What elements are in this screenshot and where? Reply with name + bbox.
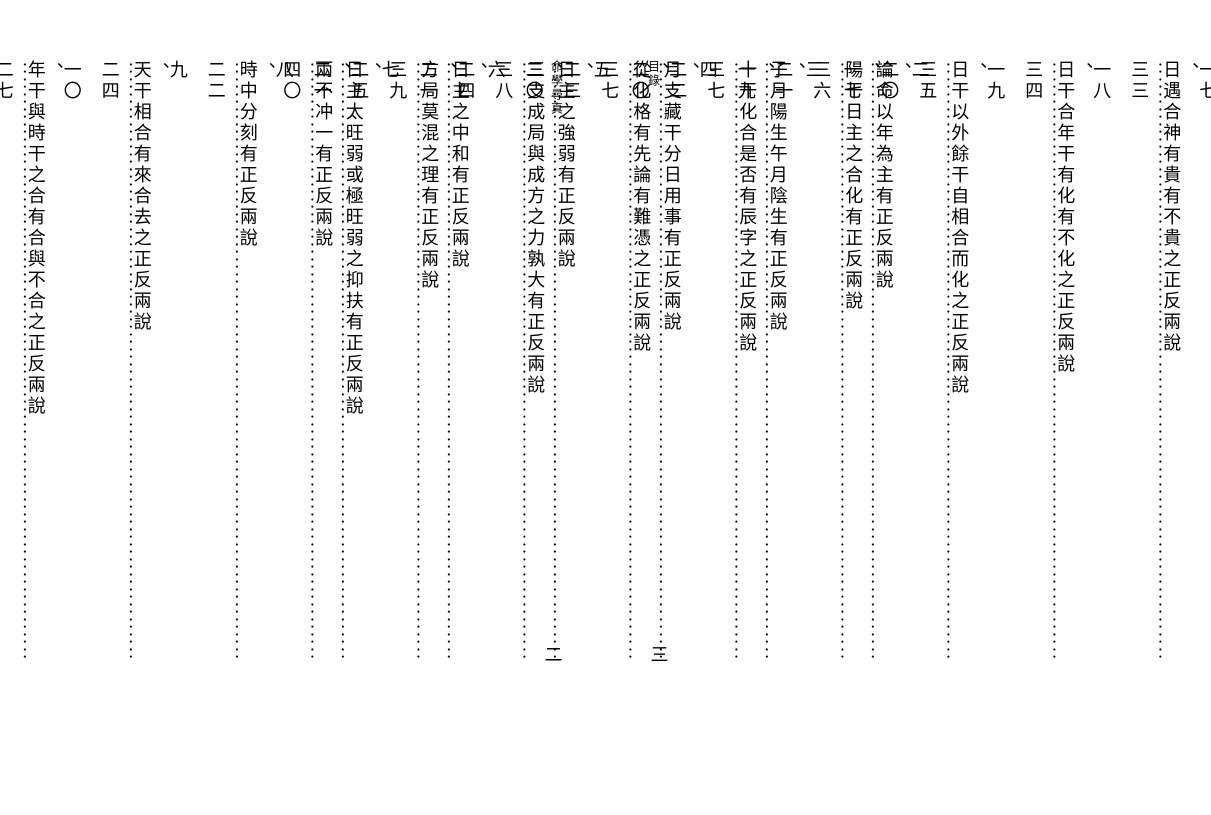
- entry-title: 時中分刻有正反兩說: [239, 60, 257, 720]
- entry-page: 三八: [494, 60, 512, 720]
- toc-entry: 二四、方局莫混之理有正反兩說：：：：：：：：：：：：：：：：：：：：：：：：：：…: [388, 60, 474, 720]
- entry-title: 天干相合有來合去之正反兩說: [133, 60, 151, 720]
- entry-title: 日干合年干有化有不化之正反兩說: [1056, 60, 1074, 720]
- leader-dots: ：：：：：：：：：：：：：：：：：：：：：：：：：：：：：：：：：：：：：：：：: [1148, 62, 1162, 718]
- entry-number: 二五: [350, 60, 368, 720]
- entry-page: 二七: [0, 60, 13, 720]
- entry-page: 三六: [812, 60, 830, 720]
- entry-page: 三四: [1024, 60, 1042, 720]
- entry-page: 二四: [101, 60, 119, 720]
- toc-entry: 一九、日干以外餘干自相合而化之正反兩說：：：：：：：：：：：：：：：：：：：：：…: [918, 60, 1004, 720]
- leader-dots: ：：：：：：：：：：：：：：：：：：：：：：：：：：：：：：：：：：：：：：：：: [225, 62, 239, 718]
- toc-entry: 九、天干相合有來合去之正反兩說：：：：：：：：：：：：：：：：：：：：：：：：：…: [101, 60, 187, 720]
- leader-dots: ：：：：：：：：：：：：：：：：：：：：：：：：：：：：：：：：：：：：：：：：: [119, 62, 133, 718]
- leader-dots: ：：：：：：：：：：：：：：：：：：：：：：：：：：：：：：：：：：：：：：：：: [830, 62, 844, 718]
- leader-dots: ：：：：：：：：：：：：：：：：：：：：：：：：：：：：：：：：：：：：：：：：: [1042, 62, 1056, 718]
- entry-number: 二三: [562, 60, 580, 720]
- entry-number: 二一: [774, 60, 792, 720]
- entry-number: 一七: [1198, 60, 1211, 720]
- entry-number: 一九: [986, 60, 1004, 720]
- entry-number: 一八: [1092, 60, 1110, 720]
- entry-title: 日干以外餘干自相合而化之正反兩說: [950, 60, 968, 720]
- entry-separator: 、: [332, 62, 350, 718]
- entry-separator: 、: [257, 62, 275, 718]
- left-entries: 一四、丙辛威制之合有是有否之正反兩說：：：：：：：：：：：：：：：：：：：：：：…: [606, 60, 1211, 760]
- entry-title: 十干化合是否有辰字之正反兩說: [738, 60, 756, 720]
- entry-separator: 、: [151, 62, 169, 718]
- entry-title: 從化格有先論有難憑之正反兩說: [632, 60, 650, 720]
- entry-separator: 、: [862, 62, 880, 718]
- toc-entry: 一八、日干合年干有化有不化之正反兩說：：：：：：：：：：：：：：：：：：：：：：…: [1024, 60, 1110, 720]
- toc-entry: 一七、日遇合神有貴有不貴之正反兩說：：：：：：：：：：：：：：：：：：：：：：：…: [1130, 60, 1211, 720]
- entry-page: 三九: [388, 60, 406, 720]
- toc-entry: 二三、三支成局與成方之力孰大有正反兩說：：：：：：：：：：：：：：：：：：：：：…: [494, 60, 580, 720]
- leader-dots: ：：：：：：：：：：：：：：：：：：：：：：：：：：：：：：：：：：：：：：：：: [13, 62, 27, 718]
- entry-title: 陽干日主之合化有正反兩說: [844, 60, 862, 720]
- entry-separator: 、: [438, 62, 456, 718]
- entry-separator: 、: [544, 62, 562, 718]
- entry-title: 三支成局與成方之力孰大有正反兩說: [526, 60, 544, 720]
- entry-separator: 、: [650, 62, 668, 718]
- left-page: 目錄 一四、丙辛威制之合有是有否之正反兩說：：：：：：：：：：：：：：：：：：：…: [606, 0, 1211, 815]
- entry-page: 三三: [1130, 60, 1148, 720]
- entry-page: 三五: [918, 60, 936, 720]
- entry-page: 二二: [207, 60, 225, 720]
- toc-entry: 二〇、陽干日主之合化有正反兩說：：：：：：：：：：：：：：：：：：：：：：：：：…: [812, 60, 898, 720]
- toc-entry: 二一、十干化合是否有辰字之正反兩說：：：：：：：：：：：：：：：：：：：：：：：…: [706, 60, 792, 720]
- entry-number: 二二: [668, 60, 686, 720]
- entry-separator: 、: [1180, 62, 1198, 718]
- entry-page: 三七: [706, 60, 724, 720]
- toc-entry: 一〇、年干與時干之合有合與不合之正反兩說：：：：：：：：：：：：：：：：：：：：…: [0, 60, 81, 720]
- entry-title: 年干與時干之合有合與不合之正反兩說: [27, 60, 45, 720]
- toc-entry: 二五、兩不冲一有正反兩說：：：：：：：：：：：：：：：：：：：：：：：：：：：：…: [282, 60, 368, 720]
- entry-separator: 、: [45, 62, 63, 718]
- toc-entry: 八、時中分刻有正反兩說：：：：：：：：：：：：：：：：：：：：：：：：：：：：：…: [207, 60, 293, 720]
- leader-dots: ：：：：：：：：：：：：：：：：：：：：：：：：：：：：：：：：：：：：：：：：: [618, 62, 632, 718]
- entry-page: 四〇: [282, 60, 300, 720]
- leader-dots: ：：：：：：：：：：：：：：：：：：：：：：：：：：：：：：：：：：：：：：：：: [300, 62, 314, 718]
- entry-page: 三七: [600, 60, 618, 720]
- entry-separator: 、: [1074, 62, 1092, 718]
- leader-dots: ：：：：：：：：：：：：：：：：：：：：：：：：：：：：：：：：：：：：：：：：: [512, 62, 526, 718]
- entry-number: 一〇: [63, 60, 81, 720]
- toc-entry: 二二、從化格有先論有難憑之正反兩說：：：：：：：：：：：：：：：：：：：：：：：…: [600, 60, 686, 720]
- entry-number: 二〇: [880, 60, 898, 720]
- leader-dots: ：：：：：：：：：：：：：：：：：：：：：：：：：：：：：：：：：：：：：：：：: [406, 62, 420, 718]
- toc-header: 目錄: [646, 60, 663, 88]
- entry-separator: 、: [756, 62, 774, 718]
- entry-separator: 、: [968, 62, 986, 718]
- left-page-number: 三: [646, 645, 672, 665]
- entry-number: 九: [169, 60, 187, 720]
- entry-title: 日遇合神有貴有不貴之正反兩說: [1162, 60, 1180, 720]
- entry-number: 二四: [456, 60, 474, 720]
- entry-title: 方局莫混之理有正反兩說: [420, 60, 438, 720]
- entry-title: 兩不冲一有正反兩說: [314, 60, 332, 720]
- leader-dots: ：：：：：：：：：：：：：：：：：：：：：：：：：：：：：：：：：：：：：：：：: [936, 62, 950, 718]
- leader-dots: ：：：：：：：：：：：：：：：：：：：：：：：：：：：：：：：：：：：：：：：：: [724, 62, 738, 718]
